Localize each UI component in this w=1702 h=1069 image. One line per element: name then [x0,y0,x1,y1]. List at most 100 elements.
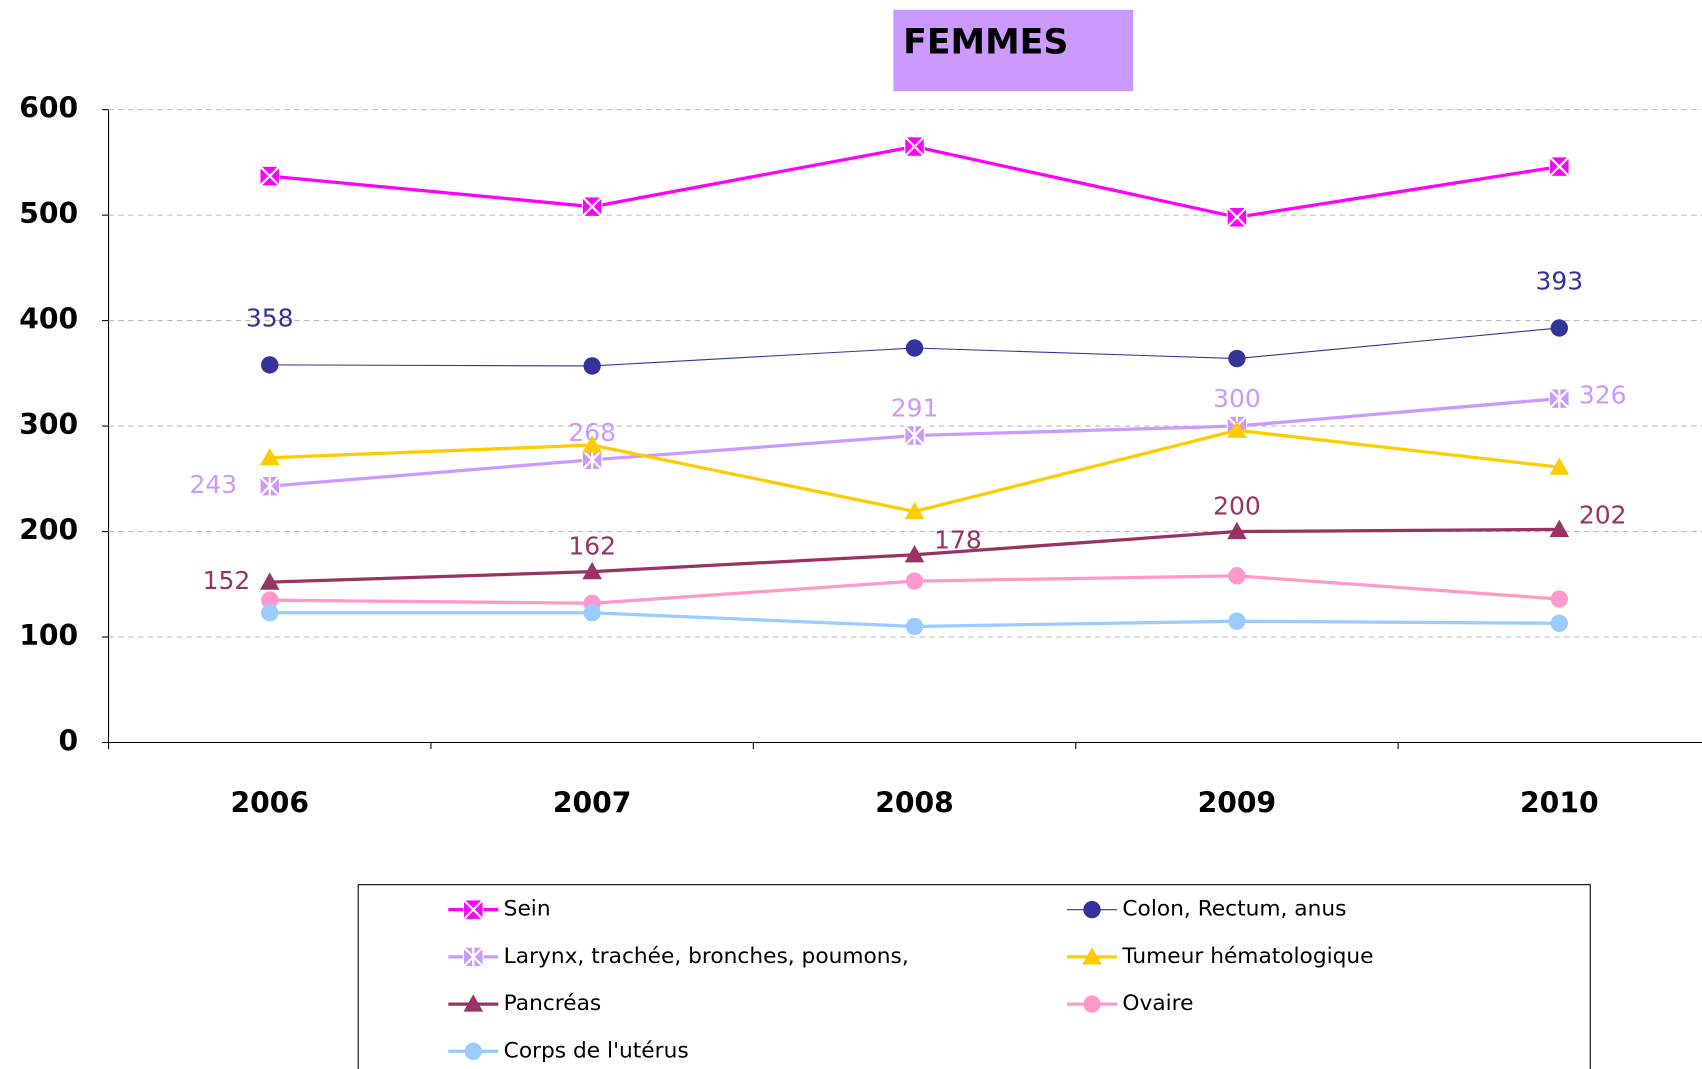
marker [1550,319,1569,337]
marker-cross [903,425,926,447]
marker [903,136,926,158]
marker [1083,900,1101,919]
marker [904,544,925,563]
marker-shape [1083,900,1101,919]
y-tick-label: 200 [19,514,78,547]
marker-cross [1226,206,1248,228]
x-tick-label: 2010 [1520,786,1599,819]
marker [259,165,281,187]
marker [1083,995,1101,1013]
marker [1548,388,1570,410]
marker-shape [1549,457,1570,475]
marker-cross [462,946,484,968]
marker-shape [259,447,280,466]
y-tick-label: 100 [19,619,78,652]
data-label: 202 [1579,500,1627,529]
y-tick-label: 400 [19,303,78,336]
marker-shape [1550,590,1569,608]
marker-shape [1227,521,1247,540]
marker [1550,590,1569,608]
marker [464,1042,482,1060]
x-tick-label: 2007 [553,786,632,819]
marker-shape [1550,614,1569,632]
marker [905,339,924,357]
marker-shape [464,1042,482,1060]
marker-shape [1083,995,1101,1013]
chart-title: FEMMES [903,22,1068,62]
marker-shape [1082,947,1102,965]
marker-shape [1549,519,1570,538]
title-box [893,9,1134,92]
marker [261,356,279,374]
marker-shape [1550,319,1569,337]
marker-cross [1548,388,1570,410]
marker [261,591,279,609]
marker [905,572,924,590]
legend-label: Ovaire [1122,991,1193,1016]
marker [462,899,484,921]
marker-cross [903,136,926,158]
legend-label: Larynx, trachée, bronches, poumons, [504,944,909,969]
marker [1227,521,1247,540]
marker-shape [582,561,602,580]
marker [582,435,602,453]
marker-shape [904,544,925,563]
marker [1548,156,1570,178]
marker [1227,420,1247,438]
marker-shape [905,617,924,636]
data-label: 393 [1536,266,1584,295]
marker [1228,349,1246,368]
marker [581,449,603,471]
x-tick-label: 2009 [1198,786,1277,819]
marker [904,501,925,520]
marker [583,357,601,375]
marker [1082,947,1102,965]
data-label: 200 [1213,492,1261,521]
marker [905,617,924,636]
marker-cross [259,165,281,187]
marker [582,561,602,580]
legend-label: Corps de l'utérus [504,1038,689,1063]
data-label: 291 [891,393,939,422]
marker [1549,457,1570,475]
marker [462,946,484,968]
data-label: 358 [246,303,294,332]
marker [1228,612,1246,630]
marker [583,604,601,622]
marker-cross [581,449,603,471]
marker-shape [261,604,279,622]
x-tick-label: 2008 [875,786,954,819]
legend-label: Colon, Rectum, anus [1122,897,1346,922]
data-label: 326 [1579,380,1627,409]
x-tick-label: 2006 [230,786,309,819]
y-tick-label: 0 [59,724,79,757]
marker-shape [259,572,280,590]
data-label: 300 [1213,384,1261,413]
marker-shape [582,435,602,453]
legend-label: Pancréas [504,991,602,1016]
marker-shape [1227,420,1247,438]
marker-cross [462,899,484,921]
marker-shape [904,501,925,520]
marker-shape [261,356,279,374]
marker [1550,614,1569,632]
marker-shape [583,604,601,622]
marker [259,572,280,590]
series-line [269,144,1560,219]
y-tick-label: 500 [19,197,78,230]
marker [463,994,484,1012]
marker-shape [1228,612,1246,630]
marker-shape [905,572,924,590]
y-tick-label: 300 [19,408,78,441]
marker-cross [259,475,281,497]
legend-label: Sein [504,897,551,922]
marker-shape [1228,349,1246,368]
data-label: 243 [190,470,238,499]
y-tick-label: 600 [19,92,78,125]
marker [1549,519,1570,538]
marker [1228,567,1246,585]
marker-shape [905,339,924,357]
marker [259,447,280,466]
marker-shape [1228,567,1246,585]
